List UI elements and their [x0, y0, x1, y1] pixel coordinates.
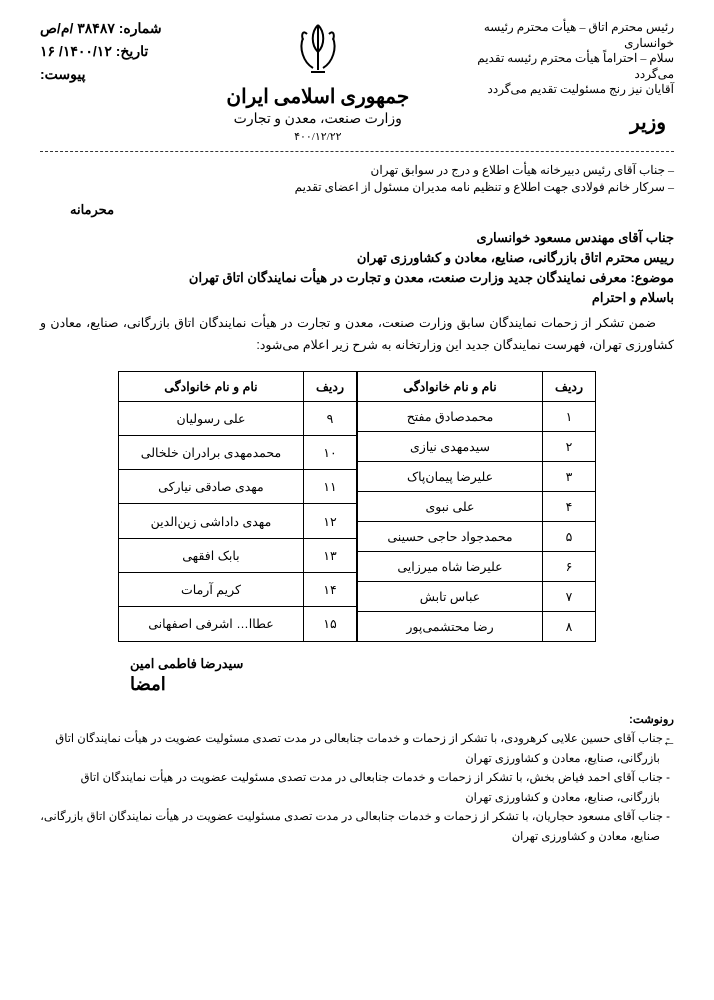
cell-name: مهدی داداشی زین‌الدین [118, 504, 303, 538]
date-label: تاریخ: [116, 43, 149, 59]
confidential-label: محرمانه [70, 202, 674, 218]
cell-name: عباس تابش [358, 581, 543, 611]
cc-item: ←- جناب آقای حسین علایی کرهرودی، با تشکر… [40, 730, 674, 769]
doc-date: تاریخ: ۱۴۰۰/۱۲/ ۱۶ [40, 43, 162, 60]
attachment-label: پیوست: [40, 66, 162, 83]
signature-block: سیدرضا فاطمی امین امضا [130, 656, 674, 695]
cell-idx: ۸ [543, 611, 596, 641]
th-idx: ردیف [543, 371, 596, 401]
cell-name: عطاا… اشرفی اصفهانی [118, 607, 303, 641]
cell-idx: ۱۳ [303, 538, 356, 572]
hand-line4: – جناب آقای رئیس دبیرخانه هیأت اطلاع و د… [40, 162, 674, 179]
center-header: جمهوری اسلامی ایران وزارت صنعت، معدن و ت… [162, 20, 474, 143]
cell-idx: ۱۲ [303, 504, 356, 538]
number-label: شماره: [119, 20, 162, 36]
cell-name: مهدی صادقی نیارکی [118, 470, 303, 504]
table-row: ۱۲مهدی داداشی زین‌الدین [118, 504, 356, 538]
table-row: ۱۳بابک افقهی [118, 538, 356, 572]
table-row: ۲سیدمهدی نیازی [358, 431, 596, 461]
cc-item: - جناب آقای مسعود حجاریان، با تشکر از زح… [40, 808, 674, 847]
signature-name: سیدرضا فاطمی امین [130, 656, 674, 672]
separator-line [40, 151, 674, 152]
names-table-left: ردیف نام و نام خانوادگی ۹علی رسولیان۱۰مح… [118, 371, 357, 642]
hand-line2: سلام – احتراماً هیأت محترم رئیسه تقدیم م… [474, 51, 674, 82]
handwritten-below: – جناب آقای رئیس دبیرخانه هیأت اطلاع و د… [40, 162, 674, 196]
table-row: ۱۱مهدی صادقی نیارکی [118, 470, 356, 504]
cell-name: کریم آرمات [118, 573, 303, 607]
table-row: ۱۴کریم آرمات [118, 573, 356, 607]
recipient-2: رییس محترم اتاق بازرگانی، صنایع، معادن و… [40, 250, 674, 266]
table-row: ۹علی رسولیان [118, 401, 356, 435]
number-value: ۳۸۴۸۷ /م/ص [40, 20, 115, 36]
subject-line: موضوع: معرفی نمایندگان جدید وزارت صنعت، … [40, 270, 674, 286]
cell-name: رضا محتشمی‌پور [358, 611, 543, 641]
hand-line5: – سرکار خانم فولادی جهت اطلاع و تنظیم نا… [40, 179, 674, 196]
cell-name: علی نبوی [358, 491, 543, 521]
cell-idx: ۱۴ [303, 573, 356, 607]
ministry-title: وزارت صنعت، معدن و تجارت [162, 111, 474, 128]
header-row: رئیس محترم اتاق – هیأت محترم رئیسه خوانس… [40, 20, 674, 143]
cell-name: بابک افقهی [118, 538, 303, 572]
arrow-icon: ← [662, 730, 666, 754]
cc-title: رونوشت: [40, 711, 674, 731]
cell-idx: ۱۰ [303, 435, 356, 469]
recipient-1: جناب آقای مهندس مسعود خوانساری [40, 230, 674, 246]
cell-idx: ۱ [543, 401, 596, 431]
cell-idx: ۹ [303, 401, 356, 435]
names-table-right: ردیف نام و نام خانوادگی ۱محمدصادق مفتح۲س… [357, 371, 596, 642]
vazir-handwritten: وزیر [630, 110, 666, 135]
cell-name: محمدجواد حاجی حسینی [358, 521, 543, 551]
signature-scribble: امضا [130, 674, 674, 695]
cell-idx: ۱۱ [303, 470, 356, 504]
th-name2: نام و نام خانوادگی [118, 371, 303, 401]
country-title: جمهوری اسلامی ایران [162, 84, 474, 109]
table-row: ۷عباس تابش [358, 581, 596, 611]
left-meta: شماره: ۳۸۴۸۷ /م/ص تاریخ: ۱۴۰۰/۱۲/ ۱۶ پیو… [40, 20, 162, 89]
cell-idx: ۳ [543, 461, 596, 491]
table-row: ۵محمدجواد حاجی حسینی [358, 521, 596, 551]
cc-block: رونوشت: ←- جناب آقای حسین علایی کرهرودی،… [40, 711, 674, 848]
hand-line3: آقایان نیز رنج مسئولیت تقدیم می‌گردد [474, 82, 674, 98]
doc-number: شماره: ۳۸۴۸۷ /م/ص [40, 20, 162, 37]
cell-name: سیدمهدی نیازی [358, 431, 543, 461]
cell-name: محمدمهدی برادران خلخالی [118, 435, 303, 469]
date-value: ۱۴۰۰/۱۲/ ۱۶ [40, 43, 112, 59]
cell-idx: ۱۵ [303, 607, 356, 641]
cell-idx: ۲ [543, 431, 596, 461]
subject-text: معرفی نمایندگان جدید وزارت صنعت، معدن و … [189, 270, 627, 285]
th-idx2: ردیف [303, 371, 356, 401]
th-name: نام و نام خانوادگی [358, 371, 543, 401]
tables-row: ردیف نام و نام خانوادگی ۱محمدصادق مفتح۲س… [40, 371, 674, 642]
hand-line1: رئیس محترم اتاق – هیأت محترم رئیسه خوانس… [474, 20, 674, 51]
table-row: ۱۰محمدمهدی برادران خلخالی [118, 435, 356, 469]
cell-idx: ۷ [543, 581, 596, 611]
table-row: ۳علیرضا پیمان‌پاک [358, 461, 596, 491]
table-row: ۱محمدصادق مفتح [358, 401, 596, 431]
table-row: ۶علیرضا شاه میرزایی [358, 551, 596, 581]
greeting: باسلام و احترام [40, 290, 674, 306]
table-row: ۸رضا محتشمی‌پور [358, 611, 596, 641]
cell-idx: ۴ [543, 491, 596, 521]
cc-item: - جناب آقای احمد فیاض بخش، با تشکر از زح… [40, 769, 674, 808]
subject-label: موضوع: [630, 270, 674, 285]
scribble-date: ۴۰۰/۱۲/۲۲ [162, 130, 474, 143]
handwritten-top: رئیس محترم اتاق – هیأت محترم رئیسه خوانس… [474, 20, 674, 98]
table-row: ۱۵عطاا… اشرفی اصفهانی [118, 607, 356, 641]
cell-idx: ۶ [543, 551, 596, 581]
cell-idx: ۵ [543, 521, 596, 551]
page: رئیس محترم اتاق – هیأت محترم رئیسه خوانس… [0, 0, 714, 1000]
body-paragraph: ضمن تشکر از زحمات نمایندگان سابق وزارت ص… [40, 312, 674, 357]
table-row: ۴علی نبوی [358, 491, 596, 521]
iran-emblem-icon [293, 20, 343, 80]
cell-name: علیرضا پیمان‌پاک [358, 461, 543, 491]
cell-name: علیرضا شاه میرزایی [358, 551, 543, 581]
cell-name: علی رسولیان [118, 401, 303, 435]
cell-name: محمدصادق مفتح [358, 401, 543, 431]
